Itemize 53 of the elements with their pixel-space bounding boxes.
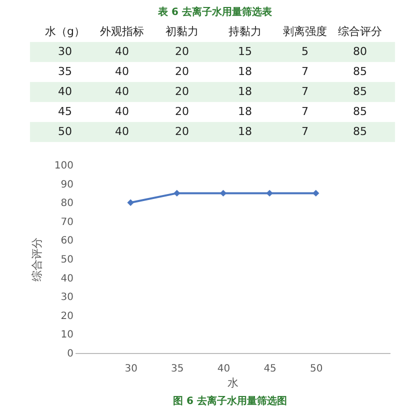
text: 7: [302, 65, 308, 78]
text: 剥离强度: [283, 25, 327, 38]
x-tick-label: 30: [124, 364, 138, 374]
x-tick-label: 45: [264, 364, 276, 374]
text: 7: [302, 85, 308, 98]
y-tick-label: 40: [60, 273, 74, 284]
text: 18: [238, 105, 252, 118]
text: 85: [353, 125, 367, 138]
text: 40: [115, 45, 129, 58]
text: 20: [175, 45, 189, 58]
text: 85: [353, 105, 367, 118]
text: 18: [238, 65, 252, 78]
x-tick-label: 40: [217, 364, 230, 374]
x-axis-title: 水: [228, 376, 238, 390]
y-axis-title: 综合评分: [30, 238, 44, 282]
text: 18: [238, 85, 252, 98]
text: 18: [238, 125, 252, 138]
text: 40: [115, 65, 129, 78]
y-tick-label: 20: [60, 310, 74, 322]
text: 40: [115, 85, 129, 98]
text: 20: [175, 105, 189, 118]
text: 外观指标: [100, 25, 144, 38]
text: 7: [302, 125, 308, 138]
text: 5: [302, 45, 308, 58]
text: 初黏力: [166, 25, 198, 38]
text: 7: [302, 105, 308, 118]
text: 综合评分: [338, 25, 382, 38]
text: 35: [58, 65, 72, 78]
text: 持黏力: [228, 25, 262, 38]
y-tick-label: 10: [60, 330, 74, 341]
text: 45: [58, 105, 72, 118]
y-tick-label: 0: [67, 348, 74, 360]
text: 15: [238, 45, 252, 58]
text: 20: [175, 65, 189, 78]
text: 40: [115, 125, 129, 138]
text: 20: [175, 85, 189, 98]
text: 85: [353, 85, 367, 98]
y-tick-label: 100: [54, 160, 74, 172]
x-tick-label: 50: [310, 364, 323, 374]
y-tick-label: 90: [60, 179, 74, 190]
caption: 图 6 去离子水用量筛选图: [173, 395, 287, 407]
text: 85: [353, 65, 367, 78]
y-tick-label: 50: [60, 254, 74, 266]
y-tick-label: 30: [60, 292, 74, 304]
x-tick-label: 35: [171, 364, 184, 374]
text: 40: [115, 105, 129, 118]
text: 80: [353, 45, 367, 58]
text: 水（g）: [45, 25, 85, 38]
text: 表 6 去离子水用量筛选表: [157, 6, 273, 18]
y-tick-label: 60: [60, 236, 74, 247]
y-tick-label: 70: [60, 216, 74, 228]
y-tick-label: 80: [60, 198, 74, 210]
text: 20: [175, 125, 189, 138]
